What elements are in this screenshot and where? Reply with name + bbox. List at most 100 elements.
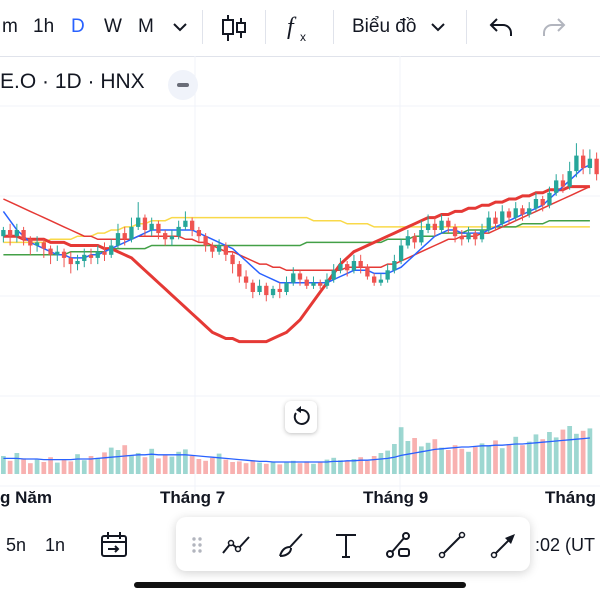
clock-readout: :02 (UT (535, 535, 596, 555)
undo-icon[interactable] (488, 14, 514, 40)
chevron-down-icon[interactable] (172, 20, 188, 34)
candle-body (432, 223, 437, 230)
volume-bar (189, 456, 195, 474)
volume-bar (324, 459, 330, 474)
trend-line-tool-icon[interactable] (220, 529, 252, 561)
volume-bar (129, 455, 134, 474)
redo-icon[interactable] (541, 14, 567, 40)
x-axis-label: Tháng 7 (160, 488, 226, 507)
candle-body (257, 285, 262, 292)
volume-bar (223, 459, 229, 474)
chart-type-menu[interactable]: Biểu đồ (352, 16, 417, 37)
candle-body (527, 208, 532, 215)
volume-bar (95, 457, 101, 474)
candle-body (554, 180, 559, 193)
reset-chart-button[interactable] (285, 401, 317, 433)
volume-bar (257, 462, 262, 474)
candle-body (189, 220, 195, 230)
candle-body (452, 226, 458, 237)
volume-bar (358, 457, 364, 474)
range-5-years[interactable]: 5n (6, 535, 27, 555)
volume-bar (560, 429, 566, 474)
volume-bar (587, 428, 593, 474)
candle-body (61, 251, 67, 258)
top-toolbar: m 1h D W M f x Biểu đồ (0, 0, 600, 57)
indicators-fx-icon[interactable]: f x (285, 12, 315, 44)
toolbar-divider (466, 10, 467, 44)
toolbar-divider (333, 10, 334, 44)
interval-1h[interactable]: 1h (33, 16, 55, 37)
candle-body (500, 211, 505, 224)
volume-bar (574, 433, 579, 474)
price-chart[interactable] (0, 56, 600, 506)
volume-bar (385, 450, 390, 474)
volume-bar (338, 460, 343, 474)
volume-bar (533, 434, 539, 474)
volume-bar (580, 430, 586, 474)
volume-bar (290, 460, 296, 474)
candle-body (331, 270, 336, 280)
candle-body (567, 171, 572, 187)
candle-body (506, 211, 512, 218)
brush-tool-icon[interactable] (276, 529, 308, 561)
candle-body (486, 217, 491, 230)
interval-minutes[interactable]: m (2, 16, 18, 37)
svg-text:x: x (300, 30, 306, 44)
candle-body (385, 270, 390, 280)
candle-body (338, 264, 343, 271)
x-axis-label: Tháng (545, 488, 596, 507)
candlestick-icon[interactable] (220, 12, 248, 44)
candle-body (68, 257, 73, 265)
volume-bar (277, 464, 283, 474)
volume-bar (135, 453, 141, 474)
volume-bar (432, 439, 438, 474)
volume-bar (297, 463, 303, 474)
path-tool-icon[interactable] (382, 529, 414, 561)
volume-bar (371, 456, 377, 474)
volume-bar (61, 459, 67, 474)
candle-body (149, 223, 154, 230)
collapse-legend-button[interactable] (168, 70, 198, 100)
volume-ma-line (3, 437, 590, 463)
volume-bar (88, 456, 94, 474)
volume-bar (75, 454, 80, 474)
volume-bar (472, 447, 478, 474)
arrow-tool-icon[interactable] (488, 529, 520, 561)
volume-bar (81, 460, 87, 474)
candle-body (560, 180, 566, 187)
range-1-year[interactable]: 1n (45, 535, 66, 555)
volume-bar (176, 451, 182, 474)
chevron-down-icon[interactable] (430, 20, 446, 34)
volume-bar (418, 446, 424, 474)
volume-bar (115, 450, 121, 474)
candle-body (439, 220, 444, 230)
x-axis-label: g Năm (0, 488, 52, 507)
candle-body (459, 236, 464, 240)
volume-bar (54, 462, 60, 474)
drag-handle-icon[interactable] (182, 529, 214, 561)
candle-body (163, 233, 168, 240)
volume-bar (486, 445, 492, 474)
interval-day[interactable]: D (71, 16, 85, 37)
candle-body (284, 282, 289, 292)
candle-body (594, 158, 599, 175)
candle-body (55, 251, 60, 255)
volume-bar (230, 462, 235, 474)
interval-month[interactable]: M (138, 16, 154, 37)
interval-week[interactable]: W (104, 16, 122, 37)
volume-bar (183, 449, 188, 474)
volume-bar (466, 451, 471, 474)
candle-body (223, 245, 228, 255)
candle-body (540, 199, 545, 206)
candle-body (580, 155, 586, 168)
line-tool-icon[interactable] (436, 529, 468, 561)
volume-bar (526, 441, 532, 474)
text-tool-icon[interactable] (330, 529, 362, 561)
volume-bar (553, 437, 559, 474)
go-to-date-icon[interactable] (98, 530, 130, 560)
volume-bar (344, 461, 350, 474)
minus-icon (177, 83, 189, 87)
volume-bar (479, 443, 485, 474)
volume-bar (156, 458, 161, 474)
candle-body (82, 254, 87, 261)
